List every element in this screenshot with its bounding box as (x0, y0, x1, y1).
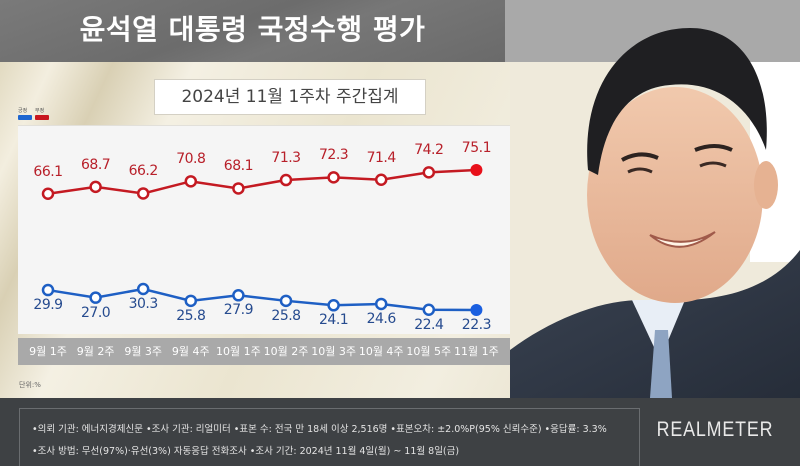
x-tick-label: 9월 2주 (76, 345, 115, 358)
data-label: 30.3 (128, 296, 159, 312)
data-label: 74.2 (414, 142, 444, 159)
legend-label: 부정 (35, 108, 45, 114)
data-point (232, 182, 245, 195)
unit-label: 단위:% (19, 381, 41, 389)
x-tick-label: 10월 3주 (311, 345, 356, 358)
data-point (184, 294, 198, 308)
data-point (41, 283, 55, 297)
page-title: 윤석열 대통령 국정수행 평가 (79, 13, 426, 46)
chart-subtitle: 2024년 11월 1주차 주간집계 (154, 79, 426, 115)
survey-info-box: •의뢰 기관: 에너지경제신문 •조사 기관: 리얼미터 •표본 수: 전국 만… (19, 408, 640, 466)
data-label: 70.8 (176, 151, 206, 168)
president-photo (510, 0, 800, 398)
x-tick-label: 10월 4주 (358, 345, 404, 358)
data-label: 66.2 (128, 163, 159, 180)
data-point (232, 289, 245, 302)
data-label: 22.4 (414, 316, 444, 333)
data-point (422, 303, 436, 316)
series-line-neg (47, 168, 477, 195)
header-bar: 윤석열 대통령 국정수행 평가 (0, 0, 505, 62)
data-point (327, 299, 340, 312)
footer: •의뢰 기관: 에너지경제신문 •조사 기관: 리얼미터 •표본 수: 전국 만… (0, 398, 800, 466)
portrait-image (510, 28, 800, 398)
survey-info-line-1: •의뢰 기관: 에너지경제신문 •조사 기관: 리얼미터 •표본 수: 전국 만… (32, 424, 607, 435)
data-point (470, 164, 483, 176)
x-tick-label: 10월 1주 (216, 345, 261, 358)
x-tick-label: 9월 3주 (124, 345, 163, 358)
data-label: 68.1 (223, 158, 254, 175)
legend-item-negative: 부정 (35, 108, 49, 120)
data-label: 24.6 (366, 310, 397, 327)
data-label: 72.3 (319, 147, 349, 164)
x-tick-label: 9월 1주 (29, 345, 67, 358)
data-label: 66.1 (33, 163, 63, 180)
data-label: 68.7 (81, 156, 111, 173)
legend-item-positive: 긍정 (18, 108, 32, 120)
data-label: 71.3 (271, 150, 301, 167)
data-label: 25.8 (271, 307, 301, 324)
data-label: 24.1 (319, 312, 349, 329)
data-point (136, 187, 150, 200)
data-point (470, 304, 483, 316)
data-label: 25.8 (176, 307, 206, 324)
data-label: 22.3 (461, 317, 492, 333)
data-point (184, 175, 198, 188)
legend-swatch-negative (35, 115, 49, 120)
data-label: 27.9 (223, 302, 254, 319)
data-point (136, 282, 150, 296)
x-tick-label: 10월 2주 (263, 345, 309, 358)
data-point (279, 294, 293, 308)
data-point (89, 180, 102, 194)
x-tick-label: 9월 4주 (171, 345, 210, 358)
legend-label: 긍정 (18, 108, 28, 114)
x-tick-label: 10월 5주 (406, 345, 452, 358)
data-point (327, 171, 340, 184)
data-point (422, 166, 436, 179)
data-label: 29.9 (33, 297, 63, 314)
data-point (279, 173, 293, 187)
survey-info-line-2: •조사 방법: 무선(97%)·유선(3%) 자동응답 전화조사 •조사 기간:… (32, 446, 460, 457)
data-point (374, 173, 388, 187)
data-label: 75.1 (461, 140, 492, 156)
realmeter-logo: REALMETER (656, 418, 774, 441)
x-tick-label: 11월 1주 (454, 345, 499, 358)
data-label: 71.4 (366, 149, 397, 166)
series-line-pos (47, 287, 477, 312)
data-point (89, 291, 102, 304)
legend-swatch-positive (18, 115, 32, 120)
x-axis: 9월 1주 9월 2주 9월 3주 9월 4주 10월 1주 10월 2주 10월 3주 10… (18, 338, 524, 365)
data-point (374, 297, 388, 311)
data-point (41, 187, 55, 200)
data-label: 27.0 (81, 304, 111, 321)
